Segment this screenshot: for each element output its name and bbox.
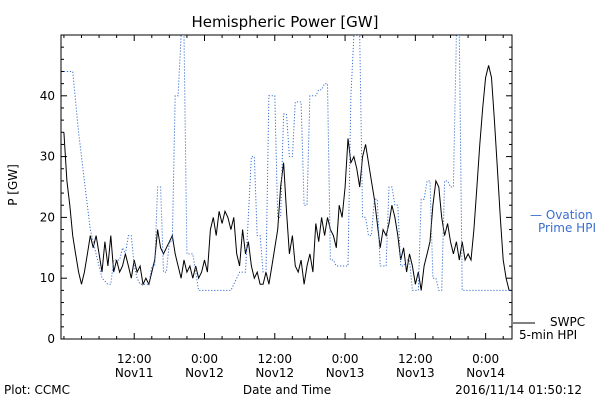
plot-frame <box>60 34 513 340</box>
legend-ovation-line1: — Ovation <box>530 208 593 222</box>
x-tick-time: 0:00 <box>472 352 499 366</box>
x-tick-date: Nov14 <box>466 366 505 380</box>
legend-ovation-line2: Prime HPI <box>538 221 596 235</box>
x-tick-time: 0:00 <box>191 352 218 366</box>
x-tick-date: Nov13 <box>326 366 365 380</box>
y-axis-label: P [GW] <box>6 164 20 206</box>
legend: — Ovation Prime HPI SWPC 5-min HPI <box>513 208 596 342</box>
x-tick-date: Nov12 <box>185 366 224 380</box>
x-tick-time: 0:00 <box>332 352 359 366</box>
x-axis-ticks: 12:00Nov110:00Nov1212:00Nov120:00Nov1312… <box>63 35 505 380</box>
series-swpc-line <box>63 65 510 291</box>
y-tick-label: 30 <box>40 150 55 164</box>
x-tick-time: 12:00 <box>117 352 152 366</box>
series-layer <box>63 35 510 291</box>
x-tick-date: Nov12 <box>255 366 294 380</box>
x-tick-time: 12:00 <box>257 352 292 366</box>
x-axis-label: Date and Time <box>243 383 331 397</box>
y-axis-ticks: 0 10 20 30 40 <box>40 46 512 346</box>
y-tick-label: 10 <box>40 271 55 285</box>
x-tick-date: Nov13 <box>396 366 435 380</box>
legend-swpc-line2: 5-min HPI <box>519 328 577 342</box>
footer-left: Plot: CCMC <box>4 383 70 397</box>
legend-swpc-line1: SWPC <box>550 315 585 329</box>
y-tick-label: 20 <box>40 210 55 224</box>
x-tick-time: 12:00 <box>398 352 433 366</box>
y-tick-label: 40 <box>40 89 55 103</box>
chart-title: Hemispheric Power [GW] <box>192 13 379 31</box>
x-tick-date: Nov11 <box>115 366 154 380</box>
y-tick-label: 0 <box>47 332 55 346</box>
footer-timestamp: 2016/11/14 01:50:12 <box>455 383 582 397</box>
series-ovation-line <box>63 35 510 291</box>
